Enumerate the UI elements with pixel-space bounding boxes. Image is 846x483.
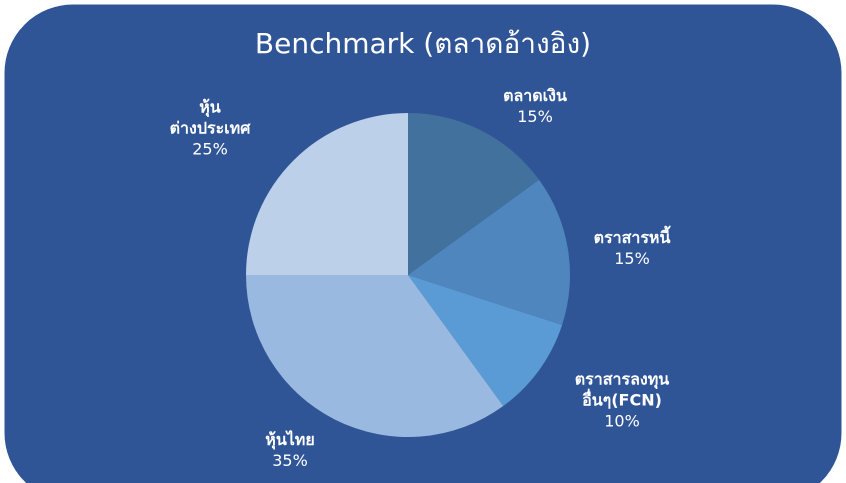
data-label: ตราสารลงทุน อื่นๆ(FCN) 10%	[575, 369, 669, 432]
slice-value: 15%	[614, 249, 650, 268]
slice-value: 35%	[272, 451, 308, 470]
pie-slice	[246, 275, 504, 438]
pie-slice	[408, 179, 570, 326]
data-label: หุ้น ต่างประเทศ 25%	[170, 97, 251, 160]
slice-value: 10%	[604, 411, 640, 431]
pie-slice	[408, 275, 563, 407]
chart-title: Benchmark (ตลาดอ้างอิง)	[254, 27, 592, 60]
slice-name: ตราสารหนี้	[593, 228, 671, 247]
slice-name: หุ้นไทย	[265, 430, 315, 449]
data-label: ตลาดเงิน 15%	[503, 85, 567, 127]
slice-value: 25%	[192, 139, 228, 159]
slice-name: หุ้น ต่างประเทศ	[169, 97, 251, 138]
slice-name: ตราสารลงทุน อื่นๆ(FCN)	[574, 369, 670, 410]
pie-slice	[246, 113, 408, 275]
slice-name: ตลาดเงิน	[503, 86, 567, 105]
slice-value: 15%	[517, 107, 553, 126]
data-label: หุ้นไทย 35%	[265, 429, 314, 471]
pie-slice	[408, 113, 540, 275]
data-label: ตราสารหนี้ 15%	[594, 227, 671, 269]
